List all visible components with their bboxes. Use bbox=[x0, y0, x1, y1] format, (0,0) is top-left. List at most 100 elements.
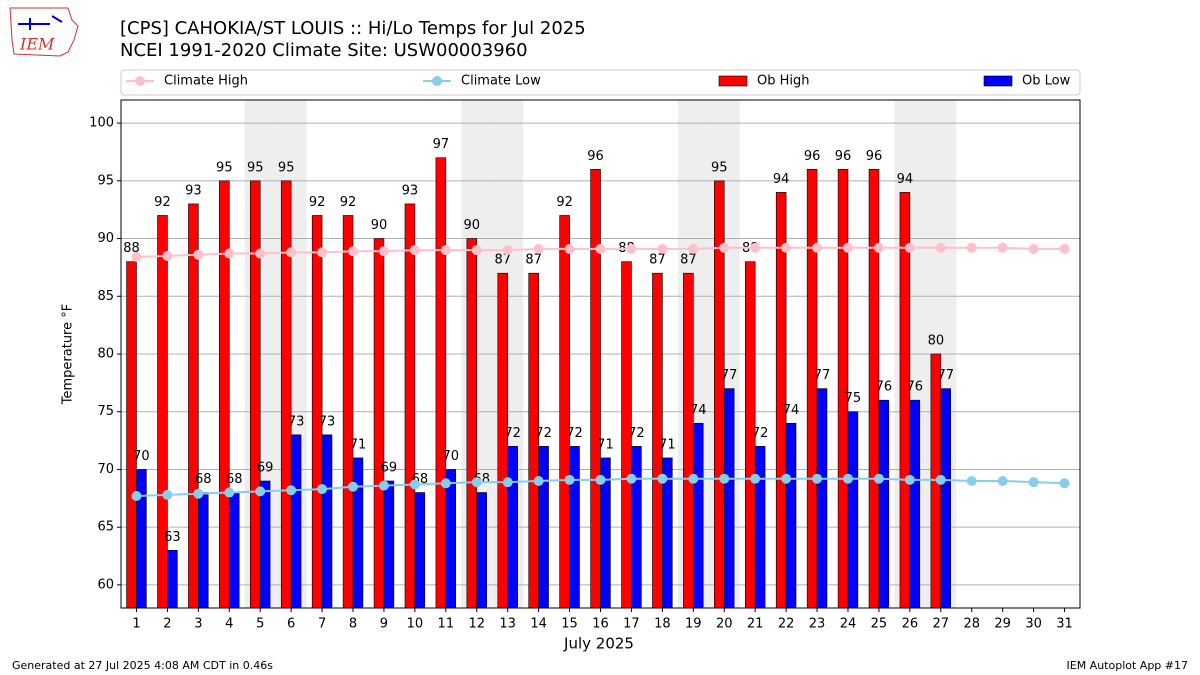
bar bbox=[466, 238, 478, 609]
bar bbox=[342, 215, 354, 609]
y-tick-label: 65 bbox=[97, 520, 114, 535]
line-point bbox=[348, 246, 359, 257]
line-point bbox=[193, 488, 204, 499]
line-point bbox=[255, 248, 266, 259]
data-label: 96 bbox=[866, 149, 883, 164]
data-label: 69 bbox=[257, 461, 274, 476]
bar bbox=[136, 469, 147, 609]
line-point bbox=[471, 245, 482, 256]
line-point bbox=[502, 477, 513, 488]
data-label: 68 bbox=[226, 472, 243, 487]
bar bbox=[157, 215, 168, 609]
bar bbox=[250, 180, 261, 609]
x-tick-label: 28 bbox=[963, 617, 980, 632]
line-point bbox=[533, 476, 544, 486]
bar bbox=[435, 157, 447, 609]
line-point bbox=[873, 242, 884, 253]
data-label: 71 bbox=[350, 437, 367, 452]
data-label: 96 bbox=[804, 149, 821, 164]
line-point bbox=[564, 243, 575, 254]
line-point bbox=[378, 480, 389, 491]
x-tick-label: 12 bbox=[468, 617, 485, 632]
bar bbox=[219, 180, 230, 609]
x-tick-label: 21 bbox=[747, 617, 764, 632]
line-point bbox=[904, 242, 915, 253]
line-point bbox=[409, 245, 420, 256]
data-label: 96 bbox=[587, 149, 604, 164]
line-point bbox=[502, 245, 513, 256]
x-tick-label: 20 bbox=[716, 617, 733, 632]
line-point bbox=[564, 474, 575, 485]
line-point bbox=[255, 486, 266, 497]
line-point bbox=[842, 242, 853, 253]
x-tick-label: 1 bbox=[132, 617, 140, 632]
bar bbox=[383, 480, 395, 609]
x-axis-label: July 2025 bbox=[563, 635, 634, 653]
data-label: 72 bbox=[535, 426, 552, 441]
data-label: 95 bbox=[216, 160, 233, 175]
line-point bbox=[719, 473, 730, 484]
bar bbox=[414, 492, 426, 609]
bar bbox=[754, 446, 766, 609]
logo-icon bbox=[18, 15, 63, 30]
x-tick-label: 15 bbox=[561, 617, 578, 632]
line-point bbox=[657, 243, 668, 254]
data-label: 72 bbox=[566, 426, 583, 441]
x-tick-label: 2 bbox=[163, 617, 171, 632]
line-point bbox=[317, 484, 328, 495]
data-label: 94 bbox=[773, 172, 790, 187]
bar bbox=[167, 549, 178, 609]
bar bbox=[321, 434, 333, 609]
line-point bbox=[286, 485, 297, 496]
footer-right: IEM Autoplot App #17 bbox=[1067, 659, 1189, 672]
line-point bbox=[224, 248, 235, 259]
bar bbox=[507, 446, 518, 609]
bar bbox=[259, 480, 271, 609]
bar bbox=[940, 388, 951, 609]
data-label: 93 bbox=[185, 183, 202, 198]
line-point bbox=[688, 473, 699, 484]
data-label: 76 bbox=[876, 380, 893, 395]
line-point bbox=[162, 489, 173, 500]
footer-left: Generated at 27 Jul 2025 4:08 AM CDT in … bbox=[12, 659, 273, 672]
bar bbox=[290, 434, 302, 609]
data-label: 75 bbox=[845, 391, 862, 406]
bar bbox=[559, 215, 570, 609]
x-tick-label: 18 bbox=[654, 617, 671, 632]
data-label: 77 bbox=[721, 368, 738, 383]
bar bbox=[693, 422, 704, 609]
data-label: 95 bbox=[711, 160, 728, 175]
data-label: 94 bbox=[897, 172, 914, 187]
line-point bbox=[966, 242, 977, 253]
bar bbox=[683, 272, 694, 609]
data-label: 72 bbox=[504, 426, 521, 441]
line-point bbox=[1059, 243, 1070, 254]
bar bbox=[775, 192, 787, 609]
line-point bbox=[626, 243, 637, 254]
line-point bbox=[935, 242, 946, 253]
x-tick-label: 14 bbox=[530, 617, 547, 632]
data-label: 72 bbox=[628, 426, 645, 441]
data-label: 70 bbox=[442, 449, 459, 464]
line-point bbox=[750, 473, 761, 484]
legend-label: Climate High bbox=[164, 74, 248, 89]
legend-swatch bbox=[718, 75, 748, 87]
line-point bbox=[966, 476, 977, 486]
bar bbox=[899, 192, 911, 609]
line-point bbox=[348, 481, 359, 492]
y-tick-label: 60 bbox=[97, 577, 114, 592]
legend-label: Climate Low bbox=[461, 74, 541, 89]
data-label: 92 bbox=[340, 195, 357, 210]
chart-title: [CPS] CAHOKIA/ST LOUIS :: Hi/Lo Temps fo… bbox=[120, 18, 586, 39]
x-tick-label: 26 bbox=[902, 617, 919, 632]
y-tick-label: 95 bbox=[97, 173, 114, 188]
line-point bbox=[873, 473, 884, 484]
data-label: 96 bbox=[835, 149, 852, 164]
y-axis-label: Temperature °F bbox=[61, 304, 76, 405]
legend-swatch bbox=[983, 75, 1013, 87]
line-point bbox=[1028, 243, 1039, 254]
line-point bbox=[317, 247, 328, 258]
data-label: 74 bbox=[690, 403, 707, 418]
bar bbox=[373, 238, 385, 609]
line-point bbox=[688, 243, 699, 254]
